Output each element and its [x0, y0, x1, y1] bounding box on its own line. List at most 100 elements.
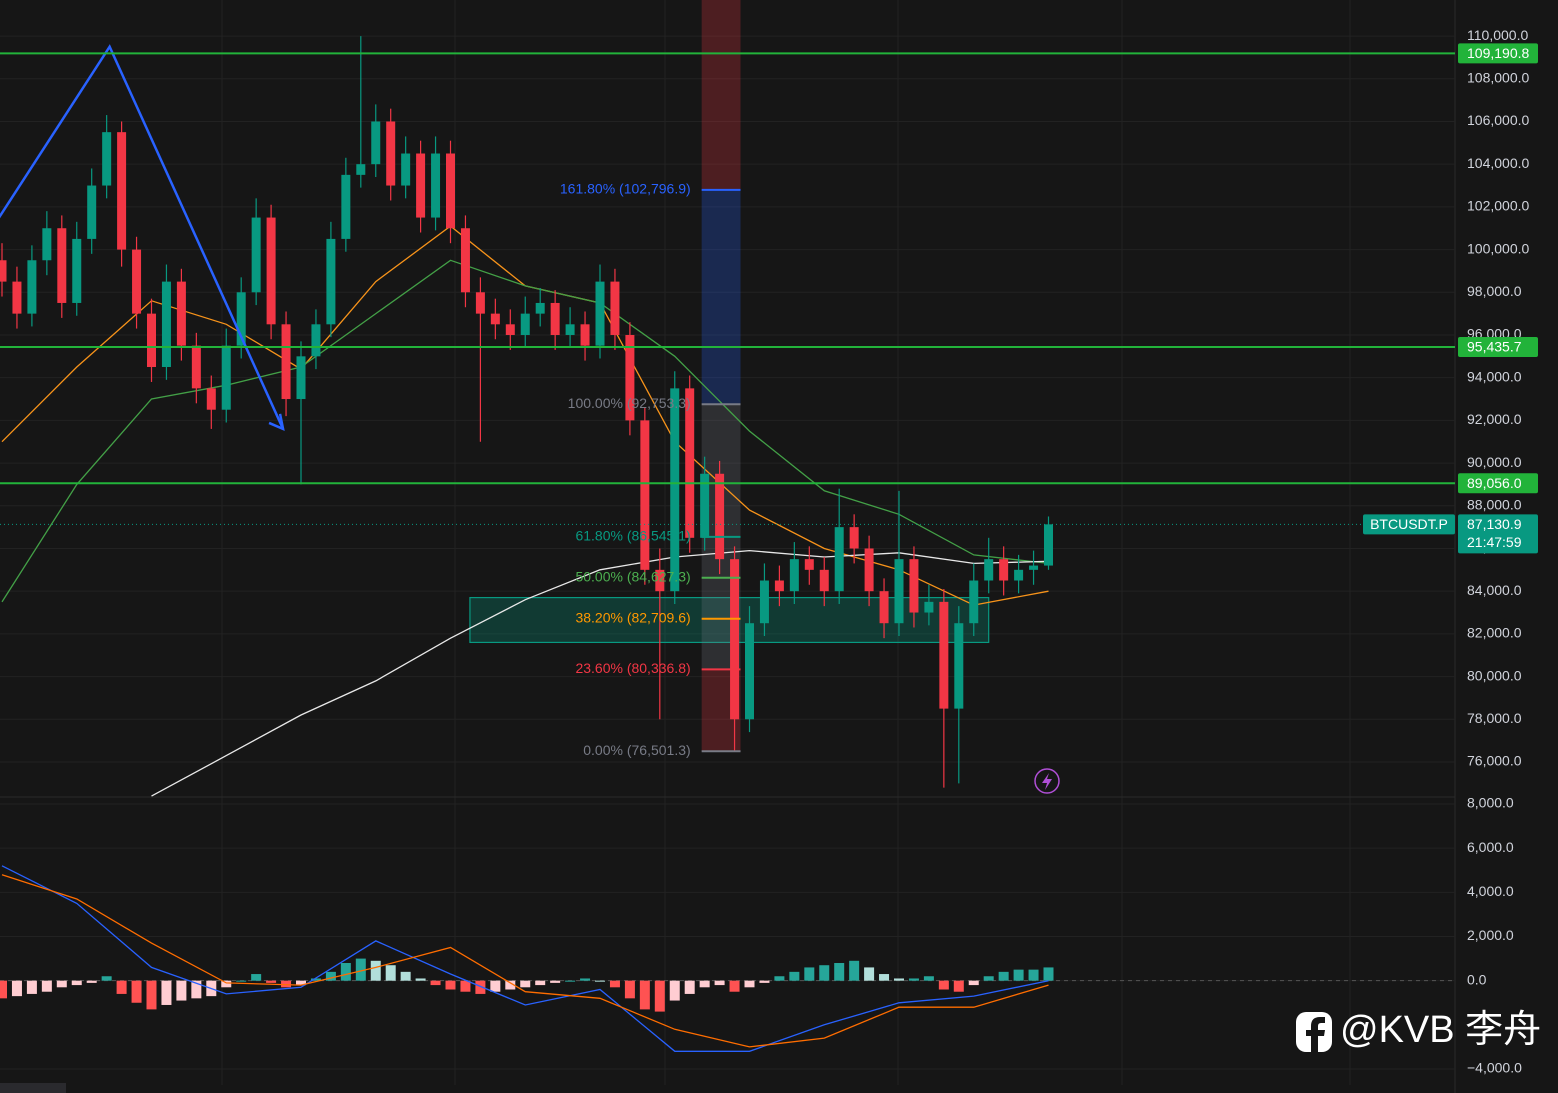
- candle-body: [191, 345, 201, 389]
- macd-histogram-bar: [460, 980, 471, 992]
- macd-histogram-bar: [699, 980, 710, 988]
- fib-level-label: 100.00% (92,753.3): [568, 395, 691, 411]
- y-tick-label: 88,000.0: [1467, 496, 1522, 512]
- macd-histogram-bar: [475, 980, 486, 994]
- symbol-label-bg: [1363, 514, 1455, 535]
- y-tick-label: 100,000.0: [1467, 240, 1529, 256]
- macd-tick-label: 2,000.0: [1467, 927, 1514, 943]
- macd-histogram-bar: [191, 980, 202, 999]
- candle-body: [176, 281, 186, 346]
- macd-histogram-bar: [266, 980, 277, 983]
- candle-body: [460, 228, 470, 293]
- candle-body: [42, 228, 52, 261]
- candle-body: [595, 281, 605, 346]
- level-label: 109,190.8: [1467, 45, 1529, 61]
- zigzag-drawing: [0, 44, 285, 430]
- candle-body: [416, 153, 426, 218]
- candle-body: [72, 238, 82, 303]
- candle-body: [745, 623, 754, 720]
- candle-body: [251, 217, 261, 293]
- candle-body: [640, 420, 650, 570]
- candle-body: [999, 559, 1009, 581]
- macd-histogram-bar: [415, 978, 426, 981]
- fib-band: [701, 189, 741, 405]
- macd-tick-label: 6,000.0: [1467, 839, 1514, 855]
- candle-body: [505, 324, 515, 335]
- candle-body: [924, 601, 934, 613]
- y-tick-label: 82,000.0: [1467, 625, 1522, 641]
- candle-body: [236, 292, 246, 346]
- candle-body: [565, 324, 575, 335]
- y-tick-label: 90,000.0: [1467, 454, 1522, 470]
- candle-body: [894, 559, 904, 624]
- candle-body: [296, 356, 306, 400]
- fib-level-label: 23.60% (80,336.8): [575, 660, 690, 676]
- candle-body: [864, 548, 874, 592]
- candle-body: [535, 302, 545, 314]
- y-tick-label: 84,000.0: [1467, 582, 1522, 598]
- macd-histogram-bar: [0, 980, 7, 999]
- candle-body: [939, 601, 949, 709]
- candle-body: [984, 559, 994, 581]
- macd-histogram-bar: [176, 980, 187, 1001]
- fib-level-label: 0.00% (76,501.3): [583, 742, 690, 758]
- candle-body: [147, 313, 156, 368]
- macd-histogram-bar: [1043, 967, 1054, 981]
- candle-body: [12, 281, 22, 314]
- candle-body: [401, 153, 411, 186]
- y-tick-label: 104,000.0: [1467, 155, 1529, 171]
- macd-histogram-bar: [236, 980, 247, 982]
- candle-body: [685, 388, 695, 538]
- candle-body: [849, 527, 859, 549]
- macd-tick-label: −4,000.0: [1467, 1060, 1522, 1076]
- candle-body: [431, 153, 441, 218]
- macd-histogram-bar: [968, 980, 979, 986]
- macd-tick-label: 0.0: [1467, 971, 1487, 987]
- macd-histogram-bar: [938, 980, 949, 990]
- candle-body: [87, 185, 97, 239]
- macd-histogram-bar: [684, 980, 695, 994]
- macd-histogram-bar: [535, 980, 546, 986]
- candle-body: [27, 260, 37, 314]
- y-tick-label: 80,000.0: [1467, 667, 1522, 683]
- macd-histogram-bar: [654, 980, 665, 1012]
- macd-histogram-bar: [983, 976, 994, 981]
- macd-histogram-bar: [1028, 969, 1039, 981]
- macd-histogram-bar: [400, 971, 411, 981]
- y-tick-label: 76,000.0: [1467, 753, 1522, 769]
- macd-histogram-bar: [565, 980, 576, 982]
- candle-body: [969, 580, 979, 624]
- macd-histogram-bar: [639, 980, 650, 1010]
- macd-histogram-bar: [923, 976, 934, 981]
- candle-body: [341, 174, 351, 239]
- candle-body: [550, 302, 560, 335]
- macd-histogram-bar: [370, 960, 381, 981]
- candle-body: [789, 559, 799, 592]
- y-tick-label: 110,000.0: [1467, 27, 1528, 43]
- macd-histogram-bar: [894, 978, 904, 981]
- macd-histogram-bar: [819, 965, 830, 981]
- macd-histogram-bar: [879, 974, 890, 981]
- candle-body: [879, 591, 889, 624]
- countdown-label: 21:47:59: [1467, 534, 1522, 550]
- candle-body: [102, 132, 112, 186]
- candle-body: [206, 388, 216, 410]
- macd-histogram-bar: [340, 963, 351, 981]
- candle-body: [670, 388, 680, 592]
- macd-histogram-bar: [56, 980, 67, 988]
- level-label-bg: [1458, 43, 1538, 64]
- candle-body: [520, 313, 530, 335]
- candle-body: [266, 217, 276, 325]
- candle-body: [311, 324, 321, 357]
- macd-histogram-bar: [430, 980, 441, 986]
- macd-histogram-bar: [908, 978, 919, 981]
- candle-body: [1044, 524, 1053, 566]
- macd-tick-label: 8,000.0: [1467, 795, 1514, 811]
- macd-histogram-bar: [789, 971, 800, 981]
- macd-histogram-bar: [296, 980, 306, 986]
- macd-histogram-bar: [729, 980, 740, 992]
- zigzag-arrowhead: [268, 413, 285, 432]
- level-label: 95,435.7: [1467, 339, 1522, 355]
